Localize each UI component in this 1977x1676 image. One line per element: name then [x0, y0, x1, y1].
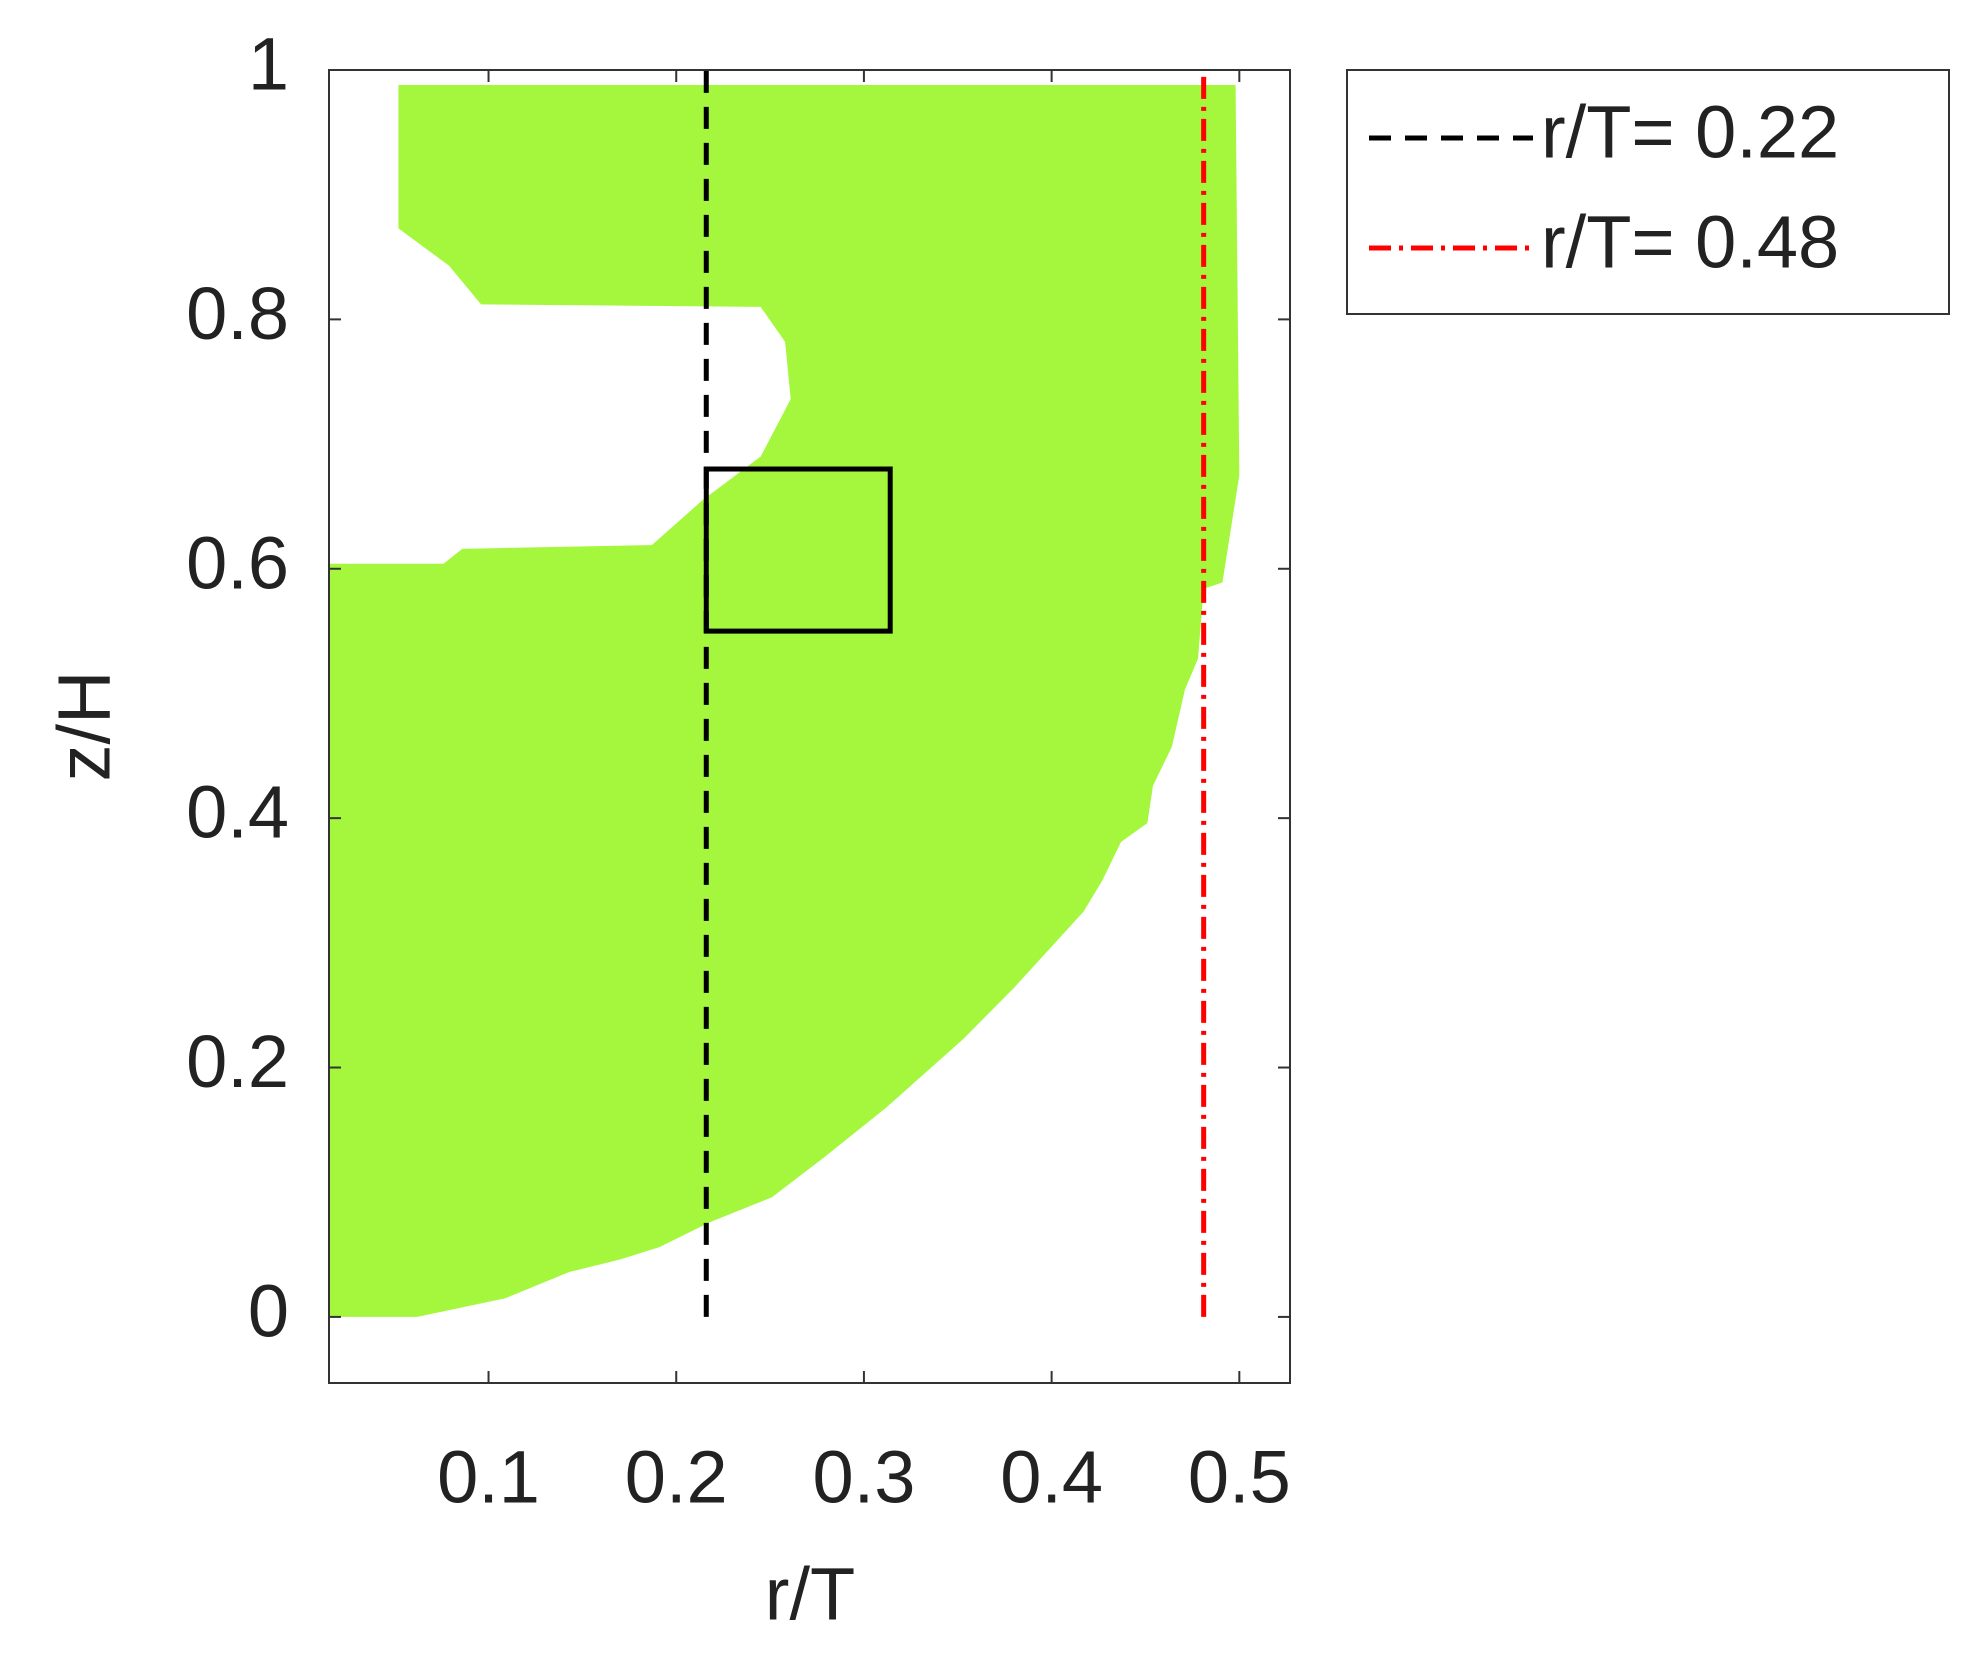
- y-tick-label: 0.4: [186, 771, 289, 854]
- legend-label: r/T= 0.48: [1541, 201, 1839, 284]
- x-tick-label: 0.4: [1000, 1436, 1103, 1519]
- y-axis-label: z/H: [43, 671, 126, 782]
- region: [329, 84, 1240, 1317]
- y-tick-label: 0.6: [186, 521, 289, 604]
- y-tick-label: 0.2: [186, 1020, 289, 1103]
- x-tick-label: 0.1: [437, 1436, 540, 1519]
- y-tick-label: 1: [248, 23, 289, 106]
- x-tick-label: 0.5: [1188, 1436, 1291, 1519]
- x-tick-label: 0.3: [812, 1436, 915, 1519]
- x-axis-label: r/T: [765, 1553, 855, 1636]
- legend-label: r/T= 0.22: [1541, 91, 1839, 174]
- y-tick-label: 0.8: [186, 272, 289, 355]
- legend-box: [1346, 69, 1950, 315]
- x-tick-label: 0.2: [625, 1436, 728, 1519]
- y-tick-label: 0: [248, 1269, 289, 1352]
- plot-frame: [328, 69, 1291, 1384]
